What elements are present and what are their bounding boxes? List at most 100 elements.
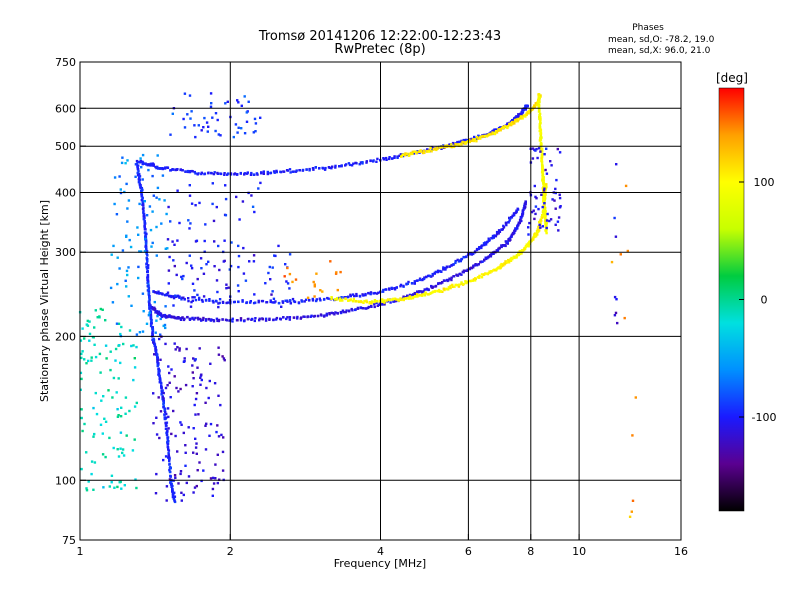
data-point	[370, 304, 373, 308]
data-point	[480, 273, 484, 276]
data-point	[383, 299, 386, 302]
data-point	[262, 170, 265, 173]
data-point	[141, 178, 144, 181]
data-point	[384, 156, 388, 160]
data-point	[211, 116, 214, 119]
data-point	[516, 207, 519, 210]
data-point	[85, 487, 88, 490]
phase-info-x: mean, sd,X: 96.0, 21.0	[608, 46, 711, 56]
data-point	[142, 213, 145, 216]
data-point	[204, 298, 208, 302]
data-point	[457, 260, 461, 263]
data-point	[344, 296, 347, 299]
data-point	[139, 250, 143, 253]
data-point	[216, 290, 219, 294]
data-point	[136, 165, 139, 168]
data-point	[259, 116, 262, 119]
data-point	[143, 200, 146, 203]
data-point	[202, 316, 205, 320]
data-point	[145, 242, 148, 245]
data-point	[237, 290, 240, 293]
data-point	[179, 387, 182, 391]
data-point	[539, 150, 542, 153]
data-point	[540, 159, 543, 162]
data-point	[336, 312, 339, 315]
data-point	[298, 169, 301, 172]
data-point	[334, 166, 337, 169]
data-point	[168, 371, 171, 375]
data-point	[155, 225, 158, 229]
data-point	[201, 318, 205, 322]
data-point	[221, 300, 225, 304]
data-point	[209, 362, 212, 365]
data-point	[143, 220, 146, 223]
data-point	[474, 277, 477, 281]
data-point	[149, 309, 152, 312]
data-point	[117, 455, 121, 458]
data-point	[164, 166, 167, 169]
data-point	[119, 480, 122, 484]
data-point	[502, 126, 506, 130]
data-point	[203, 239, 206, 243]
data-point	[292, 316, 296, 319]
data-point	[352, 162, 355, 165]
data-point	[411, 150, 414, 153]
data-point	[171, 315, 174, 318]
data-point	[392, 297, 395, 301]
data-point	[623, 316, 626, 320]
data-point	[224, 184, 227, 187]
data-point	[442, 266, 445, 269]
data-point	[148, 296, 151, 300]
data-point	[214, 129, 217, 133]
data-point	[211, 487, 215, 491]
data-point	[306, 296, 310, 299]
data-point	[231, 320, 234, 323]
data-point	[541, 167, 544, 170]
data-point	[458, 272, 462, 276]
data-point	[92, 336, 95, 339]
data-point	[145, 257, 148, 260]
data-point	[224, 102, 227, 105]
data-point	[492, 252, 495, 255]
data-point	[173, 474, 177, 477]
data-point	[338, 297, 342, 300]
data-point	[274, 254, 277, 258]
data-point	[149, 316, 152, 319]
data-point	[200, 267, 203, 270]
data-point	[250, 171, 253, 175]
data-point	[473, 279, 477, 282]
colorbar-label: [deg]	[716, 71, 748, 85]
data-point	[389, 301, 392, 304]
data-point	[142, 204, 145, 207]
data-point	[495, 268, 498, 271]
data-point	[463, 141, 466, 144]
data-point	[318, 167, 321, 170]
data-point	[141, 161, 145, 165]
data-point	[399, 153, 403, 156]
data-point	[218, 268, 221, 272]
data-point	[436, 147, 439, 150]
data-point	[169, 467, 172, 470]
data-point	[491, 132, 495, 135]
data-point	[141, 153, 145, 157]
data-point	[240, 127, 243, 130]
data-point	[163, 408, 167, 411]
data-point	[115, 391, 118, 394]
data-point	[217, 435, 221, 438]
data-point	[534, 235, 538, 238]
data-point	[456, 140, 459, 144]
data-point	[442, 268, 445, 271]
data-point	[460, 273, 463, 276]
data-point	[139, 157, 142, 160]
data-point	[249, 173, 253, 176]
data-point	[304, 298, 308, 301]
data-point	[175, 273, 178, 277]
data-point	[519, 117, 522, 120]
data-point	[156, 314, 159, 318]
data-point	[539, 226, 542, 229]
data-point	[544, 168, 547, 172]
data-point	[179, 470, 183, 473]
data-point	[422, 277, 426, 280]
data-point	[439, 281, 442, 285]
data-point	[135, 163, 138, 166]
